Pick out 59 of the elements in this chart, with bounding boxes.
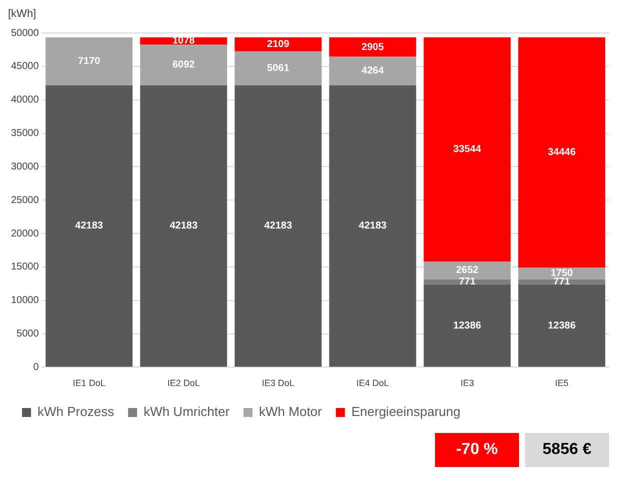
data-label: 5061 [267,63,290,74]
data-label: 771 [458,276,476,288]
data-label: 7170 [78,56,101,68]
legend-label: Energieeinsparung [351,404,460,420]
data-label: 771 [553,276,571,288]
y-tick-label: 35000 [10,128,40,140]
data-label: 42183 [358,220,388,232]
legend-label: kWh Motor [259,404,323,420]
data-label: 42183 [170,220,198,232]
bar [234,85,322,367]
data-label: 2109 [267,39,290,50]
x-tick-label: IE3 DoL [262,378,294,388]
data-label: 12386 [548,320,576,332]
bar [140,85,228,367]
data-label: 2905 [362,42,384,53]
data-label: 42183 [75,220,104,232]
data-label: 42183 [264,220,292,232]
bar [424,279,511,284]
data-label: 4264 [362,66,384,77]
bar [424,284,511,367]
bar [46,37,133,86]
text: -70 % [435,433,519,467]
y-tick-label: 25000 [10,194,40,206]
data-label: 34446 [548,147,576,158]
x-tick-label: IE2 DoL [167,378,200,388]
y-tick-label: 10000 [10,295,40,306]
legend-label: kWh Umrichter [144,404,230,420]
bar [234,37,322,52]
bar [518,268,606,280]
legend-label: kWh Prozess [38,404,115,420]
x-tick-label: IE1 DoL [72,378,106,388]
y-tick-label: 15000 [10,262,40,273]
data-label: 2652 [456,265,479,276]
x-tick-label: IE3 [460,378,474,388]
bar [46,85,133,367]
bar [518,37,606,268]
bar [329,56,416,86]
bar [518,284,606,367]
y-tick-label: 40000 [10,94,40,106]
bar [424,262,511,280]
bar [518,279,606,284]
bar [234,51,322,86]
y-tick-label: 30000 [10,161,40,172]
bar [424,37,511,262]
y-tick-label: 45000 [10,61,40,72]
text: 5856 € [525,433,609,467]
bar [329,85,416,367]
y-axis-title: [kWh] [8,8,38,22]
data-label: 33544 [453,144,482,156]
y-tick-label: 0 [33,362,40,373]
y-tick-label: 5000 [16,328,40,340]
bar [140,44,228,86]
x-tick-label: IE4 DoL [356,378,389,388]
y-tick-label: 20000 [10,228,40,240]
data-label: 6092 [172,60,196,71]
bar [329,37,416,57]
data-label: 12386 [453,320,482,332]
y-tick-label: 50000 [10,28,40,39]
x-tick-label: IE5 [554,378,568,388]
